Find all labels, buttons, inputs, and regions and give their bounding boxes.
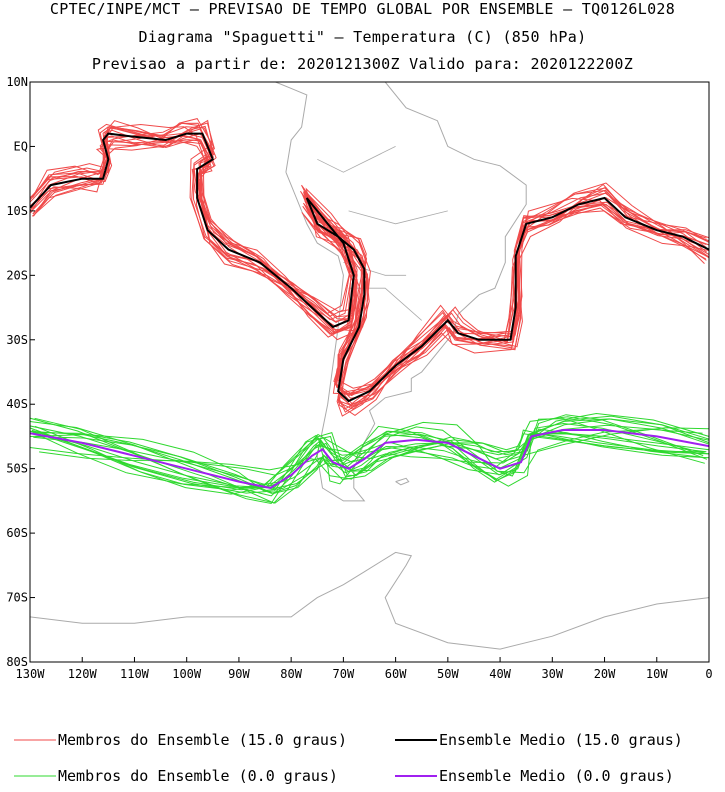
- legend-label: Membros do Ensemble (15.0 graus): [58, 731, 347, 749]
- chart-title: CPTEC/INPE/MCT – PREVISAO DE TEMPO GLOBA…: [49, 0, 676, 18]
- y-tick-label: 10S: [6, 204, 28, 218]
- legend-label: Ensemble Medio (15.0 graus): [439, 731, 683, 749]
- member-15-line: [30, 122, 709, 413]
- border-path: [343, 262, 407, 276]
- legend-label: Ensemble Medio (0.0 graus): [439, 767, 674, 785]
- member-15-line: [32, 129, 709, 399]
- coastline-path: [395, 477, 410, 486]
- x-tick-label: 120W: [68, 667, 98, 681]
- chart-validity: Previsao a partir de: 2020121300Z Valido…: [91, 55, 634, 73]
- member-15-line: [32, 122, 707, 410]
- member-15-line: [35, 123, 709, 395]
- member-15-line: [30, 119, 709, 417]
- member-15-line: [30, 127, 707, 397]
- x-tick-label: 10W: [646, 667, 668, 681]
- members-0-layer: [30, 412, 709, 505]
- x-tick-label: 80W: [280, 667, 302, 681]
- y-tick-label: 30S: [6, 333, 28, 347]
- member-0-line: [34, 425, 709, 495]
- mean-15-line: [30, 132, 709, 403]
- x-tick-label: 20W: [594, 667, 616, 681]
- member-15-line: [31, 123, 709, 393]
- chart-subtitle: Diagrama "Spaguetti" – Temperatura (C) (…: [138, 28, 587, 46]
- member-15-line: [30, 126, 707, 406]
- y-tick-label: EQ: [14, 139, 28, 153]
- x-tick-label: 0: [705, 667, 712, 681]
- mean-0-line: [30, 429, 709, 490]
- member-0-line: [33, 424, 709, 487]
- axes-layer: 130W 120W 110W 100W 90W 80W 70W 60W 50W 40W 30W 20W…: [6, 75, 712, 681]
- legend: Membros do Ensemble (15.0 graus) Ensemble…: [14, 731, 683, 785]
- y-tick-label: 10N: [6, 75, 28, 89]
- member-15-line: [32, 126, 709, 395]
- y-tick-label: 80S: [6, 655, 28, 669]
- coastline-path: [30, 551, 709, 650]
- ensemble-mean-layer: [30, 132, 709, 490]
- members-15-layer: [30, 118, 709, 417]
- x-tick-label: 70W: [333, 667, 355, 681]
- member-15-line: [32, 127, 709, 396]
- coastline-path: [275, 82, 527, 502]
- x-tick-label: 90W: [228, 667, 250, 681]
- member-0-line: [30, 426, 703, 480]
- border-path: [317, 146, 396, 173]
- member-15-line: [30, 133, 707, 405]
- x-tick-label: 60W: [385, 667, 407, 681]
- y-tick-label: 20S: [6, 268, 28, 282]
- y-tick-label: 70S: [6, 591, 28, 605]
- x-tick-label: 100W: [172, 667, 202, 681]
- y-tick-label: 40S: [6, 397, 28, 411]
- member-0-line: [34, 418, 709, 494]
- legend-label: Membros do Ensemble (0.0 graus): [58, 767, 338, 785]
- member-15-line: [30, 126, 707, 395]
- x-tick-label: 50W: [437, 667, 459, 681]
- x-tick-label: 40W: [489, 667, 511, 681]
- member-15-line: [33, 120, 707, 389]
- x-tick-label: 110W: [120, 667, 150, 681]
- x-tick-label: 130W: [16, 667, 46, 681]
- x-tick-label: 30W: [541, 667, 563, 681]
- map-frame: [29, 81, 710, 663]
- member-15-line: [32, 126, 709, 395]
- member-0-line: [30, 414, 704, 504]
- member-15-line: [31, 122, 707, 407]
- y-tick-label: 50S: [6, 462, 28, 476]
- border-path: [348, 210, 448, 225]
- member-15-line: [30, 125, 709, 410]
- coastline-layer: [30, 82, 709, 650]
- y-tick-label: 60S: [6, 526, 28, 540]
